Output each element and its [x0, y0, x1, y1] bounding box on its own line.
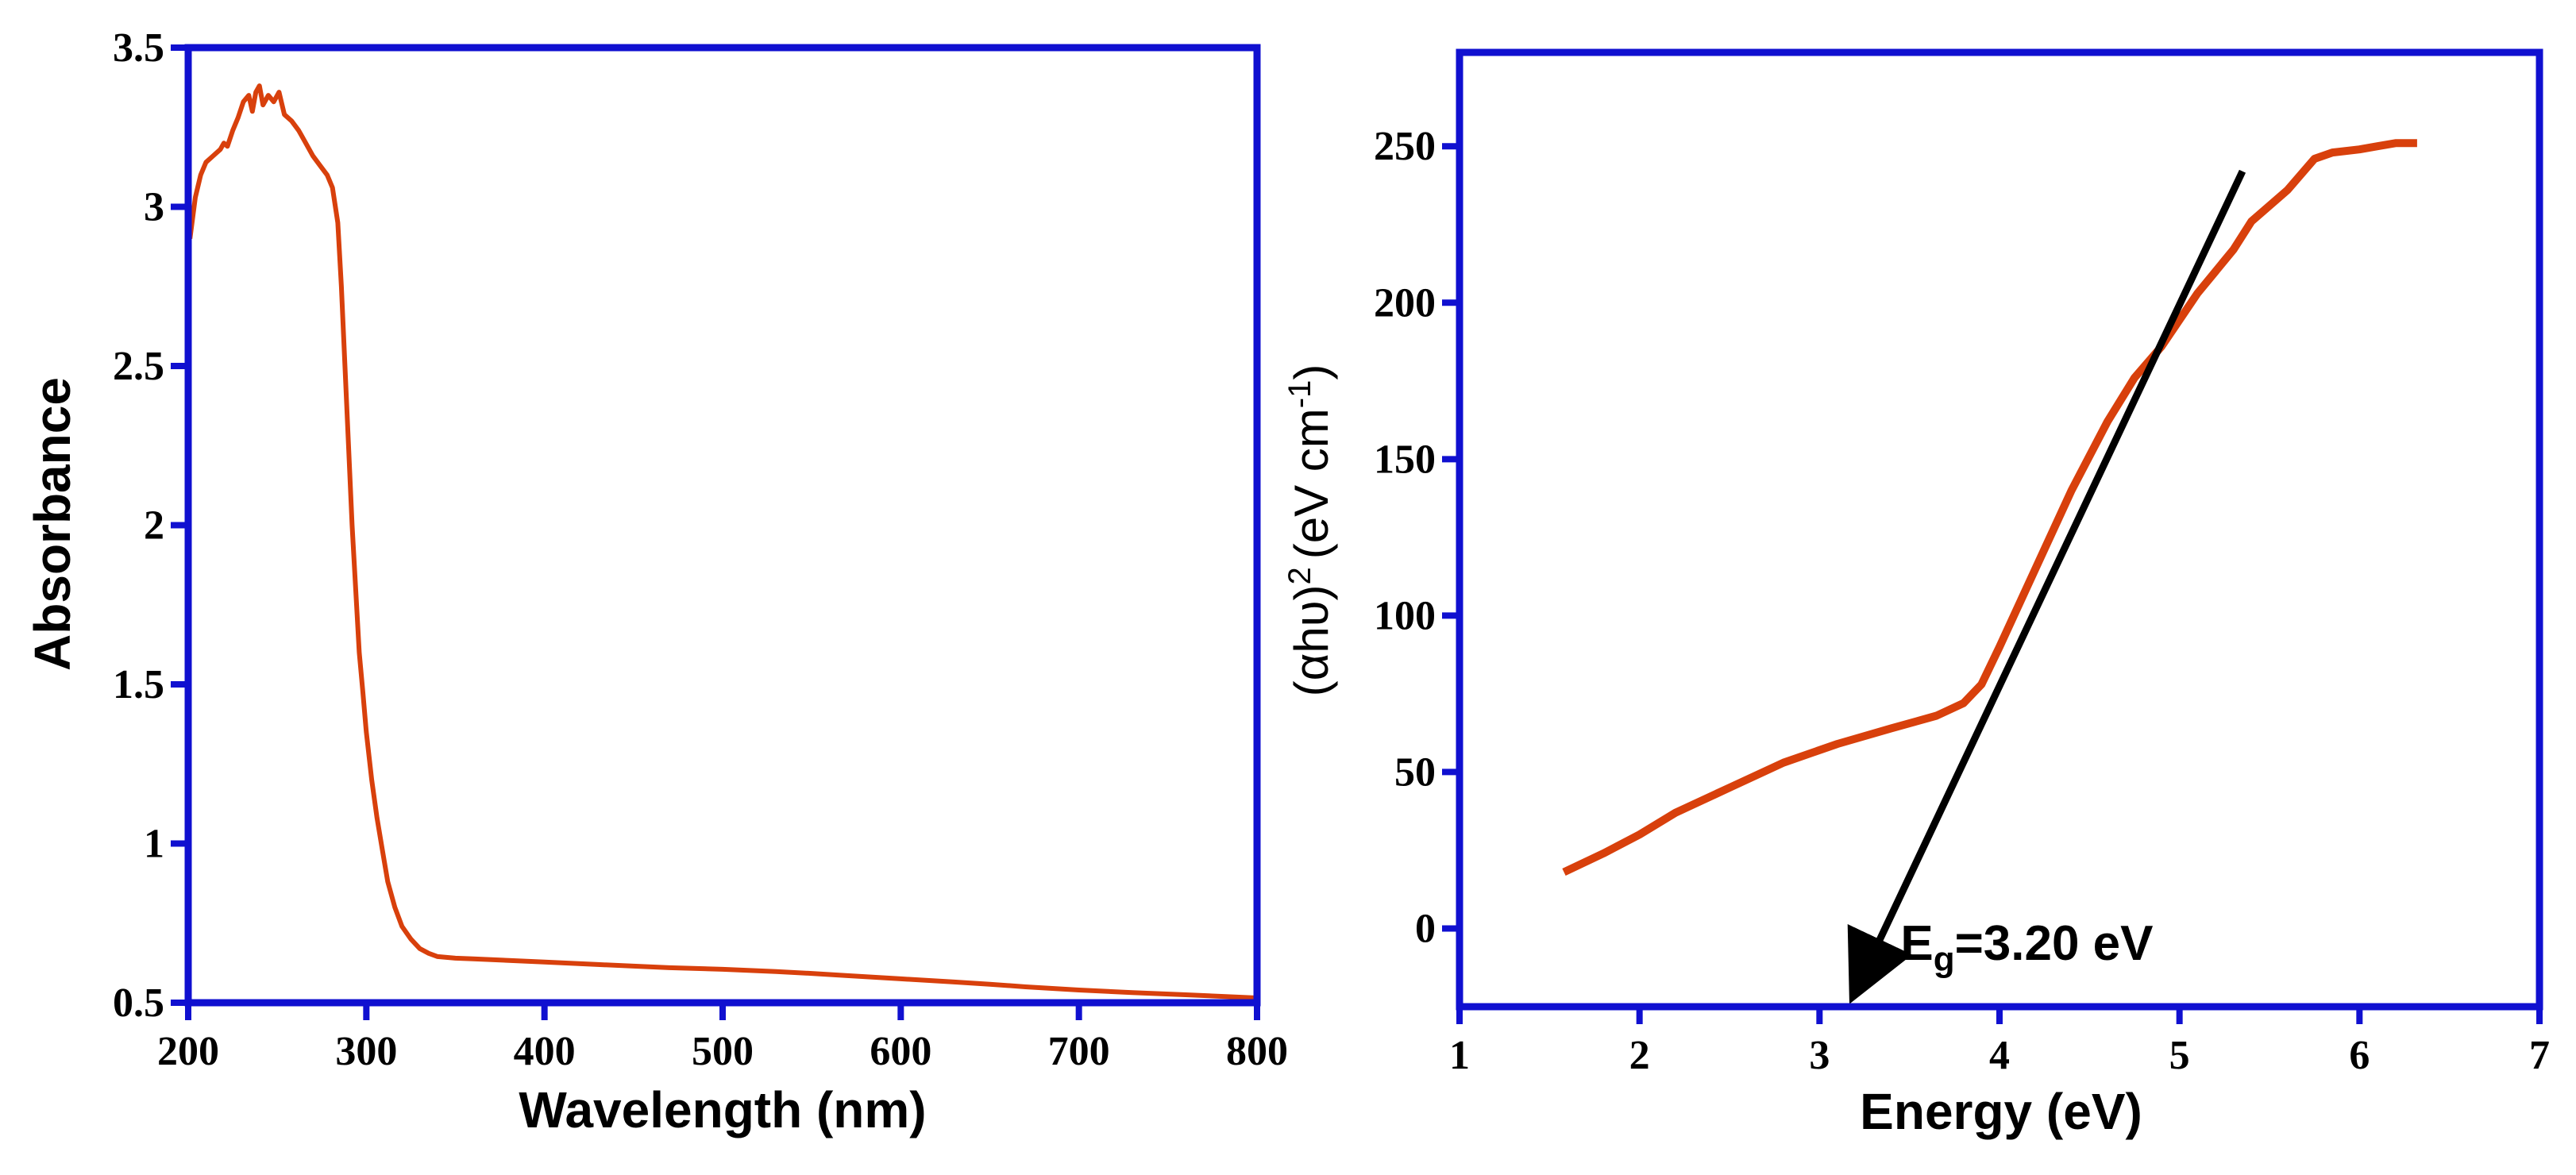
c1-x-tick-label: 700 [1048, 1029, 1110, 1074]
tauc-plot-chart: 1 2 3 4 5 6 7 0 50 100 150 200 250 Eg=3.20 eV Energy… [1282, 48, 2550, 1140]
c1-x-tick-label: 400 [514, 1029, 576, 1074]
bandgap-fit-arrow [1847, 169, 2246, 1004]
bandgap-annotation-subscript: g [1934, 940, 1955, 979]
tauc-ticks: 1 2 3 4 5 6 7 0 50 100 150 200 250 [1374, 124, 2550, 1078]
c1-y-tick-label: 3 [144, 185, 164, 230]
c2-x-tick-label: 7 [2529, 1033, 2550, 1078]
c1-x-tick-label: 800 [1226, 1029, 1288, 1074]
c1-y-tick-label: 3.5 [113, 25, 164, 71]
c2-x-tick-label: 4 [1989, 1033, 2010, 1078]
c2-x-tick-label: 2 [1629, 1033, 1650, 1078]
c2-x-tick-label: 5 [2169, 1033, 2190, 1078]
c1-x-tick-label: 300 [335, 1029, 397, 1074]
c2-x-tick-label: 6 [2349, 1033, 2370, 1078]
c1-x-tick-label: 600 [870, 1029, 931, 1074]
bandgap-annotation-main: E [1900, 916, 1933, 971]
c2-y-tick-label: 100 [1374, 593, 1436, 638]
bandgap-annotation-rest: =3.20 eV [1955, 916, 2154, 971]
tauc-y-axis-title: (αhυ)2 (eV cm-1) [1282, 364, 1338, 697]
tauc-series-line [1562, 139, 2417, 876]
c2-y-tick-label: 200 [1374, 280, 1436, 326]
c1-y-tick-label: 1 [144, 822, 164, 867]
absorbance-plot-frame [184, 44, 1261, 1007]
tauc-y-axis-title-close: ) [1285, 364, 1338, 380]
c1-y-tick-label: 2 [144, 503, 164, 549]
c1-x-tick-label: 500 [692, 1029, 754, 1074]
tauc-y-axis-title-sup: 2 [1282, 567, 1317, 584]
c1-y-tick-label: 1.5 [113, 662, 164, 707]
c2-x-tick-label: 1 [1449, 1033, 1470, 1078]
absorbance-ticks: 200 300 400 500 600 700 800 0.5 1 1.5 2 2.5 3 3.5 [113, 25, 1288, 1074]
c1-y-tick-label: 2.5 [113, 344, 164, 389]
c2-y-tick-label: 50 [1394, 749, 1436, 795]
c2-y-tick-label: 250 [1374, 124, 1436, 169]
tauc-x-axis-title: Energy (eV) [1860, 1083, 2142, 1140]
bandgap-annotation: Eg=3.20 eV [1900, 916, 2153, 979]
absorbance-y-axis-title: Absorbance [24, 377, 81, 671]
tauc-y-axis-title-main: (αhυ) [1285, 585, 1338, 697]
absorbance-series-line [187, 83, 1258, 1000]
c1-y-tick-label: 0.5 [113, 980, 164, 1026]
tauc-y-axis-title-units-sup: -1 [1282, 380, 1317, 409]
c1-x-tick-label: 200 [157, 1029, 219, 1074]
c2-x-tick-label: 3 [1809, 1033, 1830, 1078]
c2-y-tick-label: 0 [1415, 906, 1436, 951]
tauc-y-axis-title-units: (eV cm [1285, 408, 1338, 559]
tauc-plot-frame [1456, 48, 2543, 1011]
absorbance-chart: 200 300 400 500 600 700 800 0.5 1 1.5 2 2.5 3 3.5 Wav… [24, 25, 1288, 1138]
c2-y-tick-label: 150 [1374, 437, 1436, 482]
absorbance-x-axis-title: Wavelength (nm) [519, 1081, 926, 1138]
